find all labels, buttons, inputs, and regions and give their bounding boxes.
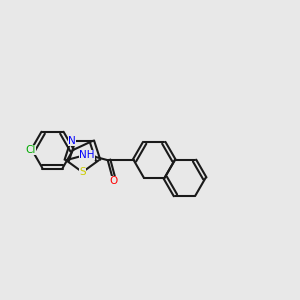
Text: O: O (109, 176, 117, 186)
Text: S: S (79, 167, 86, 177)
Text: NH: NH (79, 150, 94, 160)
Text: Cl: Cl (25, 145, 36, 155)
Text: N: N (68, 136, 76, 146)
